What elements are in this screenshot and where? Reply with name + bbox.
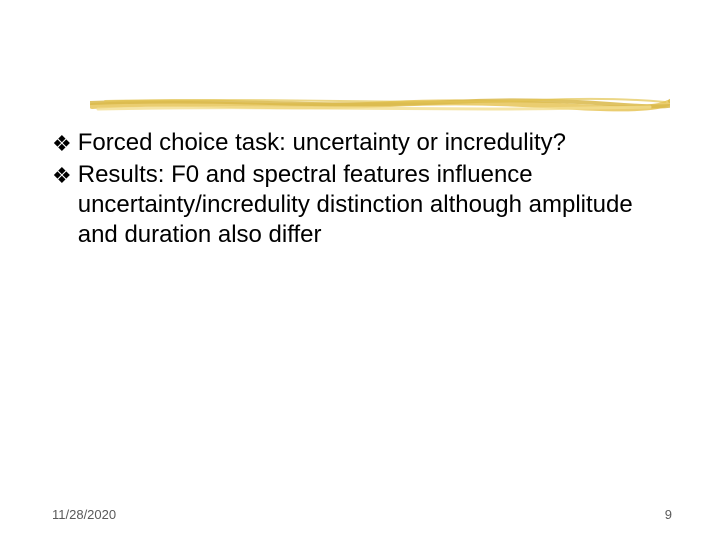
footer-date: 11/28/2020 xyxy=(52,507,116,522)
bullet-text: Forced choice task: uncertainty or incre… xyxy=(78,128,566,158)
bullet-text: Results: F0 and spectral features influe… xyxy=(78,160,660,250)
bullet-list: ❖ Forced choice task: uncertainty or inc… xyxy=(52,128,660,252)
bullet-marker-icon: ❖ xyxy=(52,129,72,159)
bullet-item: ❖ Results: F0 and spectral features infl… xyxy=(52,160,660,250)
title-divider xyxy=(90,95,670,115)
bullet-marker-icon: ❖ xyxy=(52,161,72,191)
footer-page-number: 9 xyxy=(665,507,672,522)
bullet-item: ❖ Forced choice task: uncertainty or inc… xyxy=(52,128,660,158)
slide: ❖ Forced choice task: uncertainty or inc… xyxy=(0,0,720,540)
